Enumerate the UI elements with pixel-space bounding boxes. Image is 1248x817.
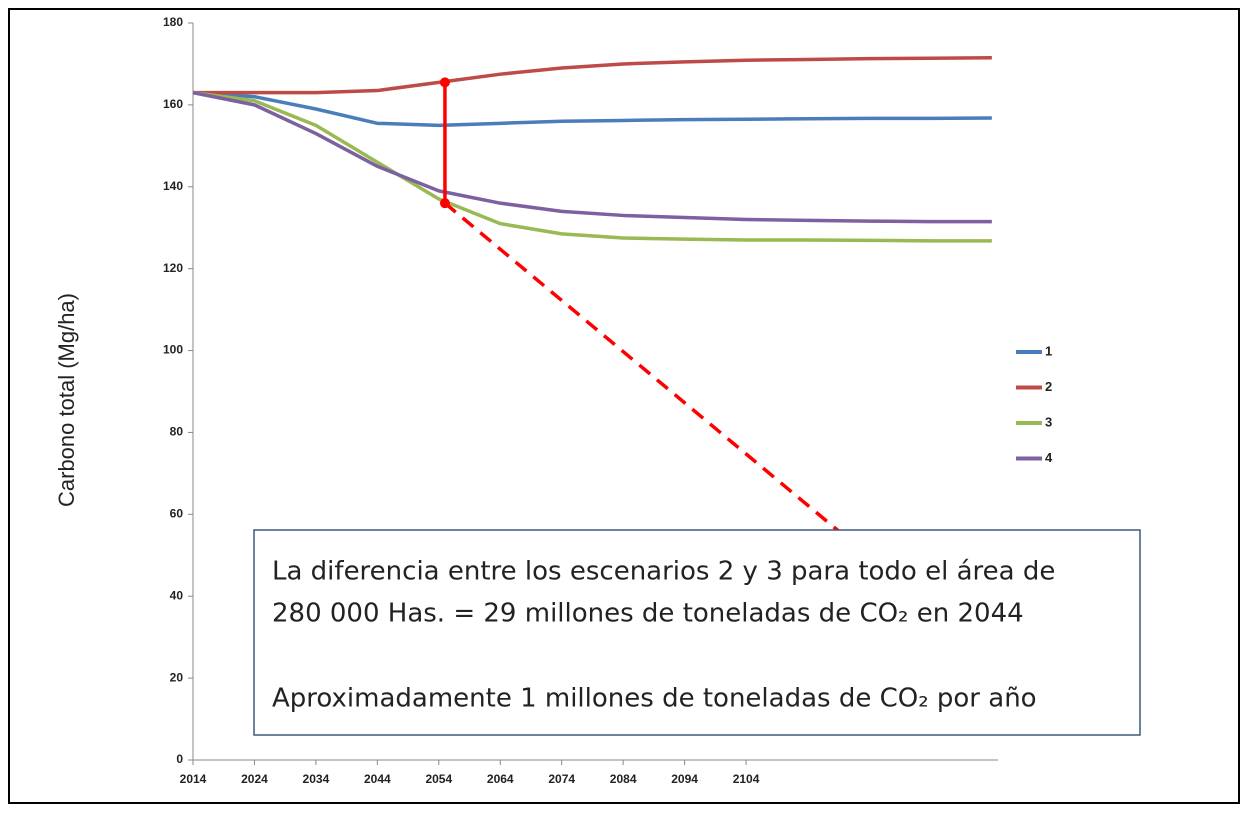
x-tick-label: 2074 — [548, 772, 575, 786]
y-tick-label: 40 — [170, 588, 184, 602]
x-tick-label: 2044 — [364, 772, 391, 786]
series-line — [192, 90, 992, 224]
x-tick-label: 2054 — [425, 772, 452, 786]
x-tick-label: 2064 — [487, 772, 514, 786]
annotation-box — [253, 529, 1141, 736]
legend-label: 2 — [1045, 379, 1052, 394]
y-tick-label: 160 — [163, 97, 183, 111]
y-tick-label: 80 — [170, 425, 184, 439]
legend-label: 4 — [1045, 450, 1053, 465]
y-tick-label: 100 — [163, 343, 183, 357]
y-tick-label: 180 — [163, 15, 183, 29]
y-tick-label: 60 — [170, 507, 184, 521]
y-tick-label: 120 — [163, 261, 183, 275]
legend-label: 3 — [1045, 414, 1052, 429]
annotation-text: Aproximadamente 1 millones de toneladas … — [272, 684, 1037, 714]
series-line — [193, 56, 992, 95]
x-tick-label: 2084 — [610, 772, 637, 786]
trend-line — [443, 201, 840, 533]
x-tick-label: 2094 — [671, 772, 698, 786]
x-tick-label: 2024 — [241, 772, 268, 786]
x-tick-label: 2104 — [733, 772, 760, 786]
y-tick-label: 20 — [170, 670, 184, 684]
x-tick-label: 2034 — [303, 772, 330, 786]
series-line — [192, 90, 992, 128]
series-line — [192, 90, 992, 243]
annotation-text: La diferencia entre los escenarios 2 y 3… — [272, 557, 1055, 587]
x-tick-label: 2014 — [180, 772, 207, 786]
y-tick-label: 140 — [163, 179, 183, 193]
marker-dot — [439, 198, 450, 209]
legend-label: 1 — [1045, 343, 1052, 358]
marker-dot — [439, 77, 450, 88]
y-tick-label: 0 — [176, 752, 183, 766]
annotation-text: 280 000 Has. = 29 millones de toneladas … — [272, 599, 1024, 629]
y-axis-label: Carbono total (Mg/ha) — [54, 293, 79, 507]
